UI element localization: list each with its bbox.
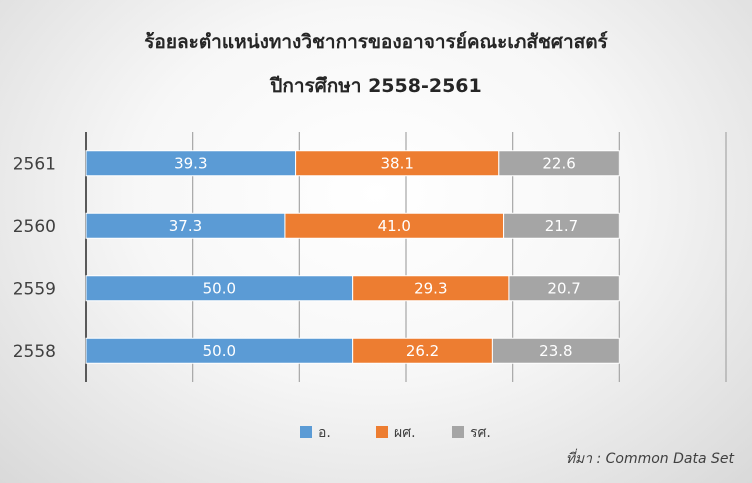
legend-entry: ผศ. bbox=[394, 425, 416, 441]
data-label: 38.1 bbox=[380, 154, 413, 172]
data-label: 21.7 bbox=[545, 217, 578, 235]
legend-swatch bbox=[376, 426, 388, 438]
legend-entry: รศ. bbox=[470, 425, 491, 441]
data-label: 22.6 bbox=[542, 154, 575, 172]
data-label: 37.3 bbox=[169, 217, 202, 235]
source-note: ที่มา : Common Data Set bbox=[566, 448, 735, 467]
legend-swatch bbox=[452, 426, 464, 438]
chart-title-line-2: ปีการศึกษา 2558-2561 bbox=[269, 75, 481, 97]
bar-segment bbox=[295, 150, 500, 177]
category-label: 2561 bbox=[13, 154, 56, 174]
bar-segment bbox=[491, 337, 620, 364]
bar-segment bbox=[352, 337, 493, 364]
data-label: 23.8 bbox=[539, 342, 572, 360]
bar-segment bbox=[503, 212, 620, 239]
data-label: 50.0 bbox=[203, 342, 236, 360]
bar-segment bbox=[85, 150, 297, 177]
legend-entry: อ. bbox=[318, 425, 331, 441]
bar-segment bbox=[284, 212, 505, 239]
category-label: 2558 bbox=[13, 342, 56, 362]
data-label: 39.3 bbox=[174, 154, 207, 172]
data-label: 20.7 bbox=[547, 279, 580, 297]
bar-segment bbox=[85, 212, 286, 239]
legend-swatch bbox=[300, 426, 312, 438]
legend: อ. ผศ. รศ. bbox=[300, 425, 491, 441]
category-label: 2559 bbox=[13, 279, 56, 299]
data-label: 41.0 bbox=[378, 217, 411, 235]
category-label: 2560 bbox=[13, 217, 56, 237]
data-label: 50.0 bbox=[203, 279, 236, 297]
bar-segment bbox=[498, 150, 620, 177]
bar-segment bbox=[508, 275, 620, 302]
data-label: 26.2 bbox=[406, 342, 439, 360]
data-label: 29.3 bbox=[414, 279, 447, 297]
chart-title-line-1: ร้อยละตำแหน่งทางวิชาการของอาจารย์คณะเภสั… bbox=[144, 31, 608, 53]
